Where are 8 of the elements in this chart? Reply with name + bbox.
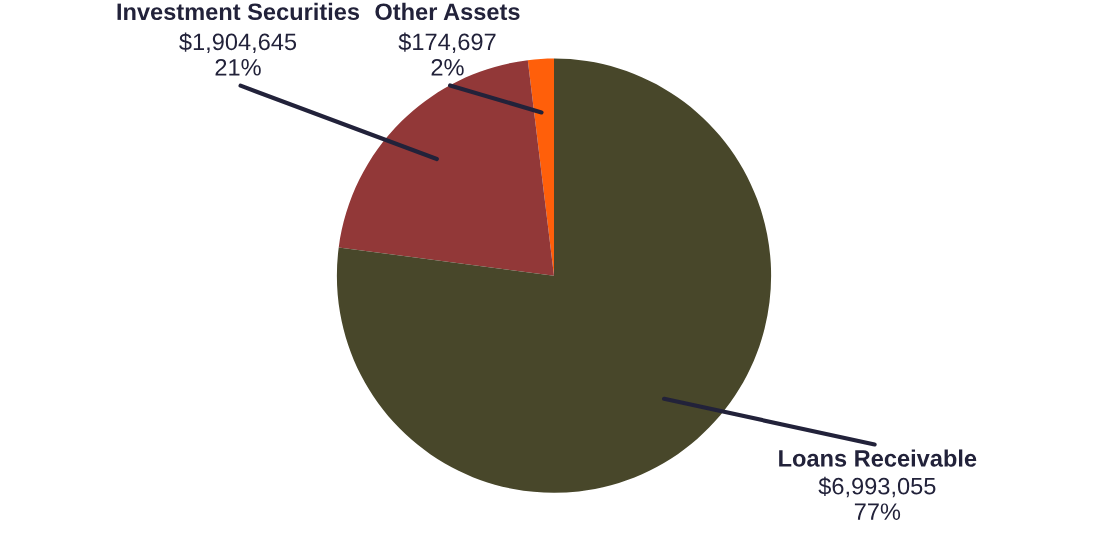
data-label: $1,904,645 21% <box>179 32 297 76</box>
data-label: $174,697 2% <box>398 32 496 76</box>
slice-label: Investment Securities <box>117 2 360 21</box>
slice-label: Other Assets <box>375 2 520 21</box>
slice-label: Loans Receivable <box>779 449 977 467</box>
pie-slice <box>336 58 772 493</box>
pie-slice <box>338 60 554 276</box>
data-label: $6,993,055 77% <box>818 476 936 520</box>
